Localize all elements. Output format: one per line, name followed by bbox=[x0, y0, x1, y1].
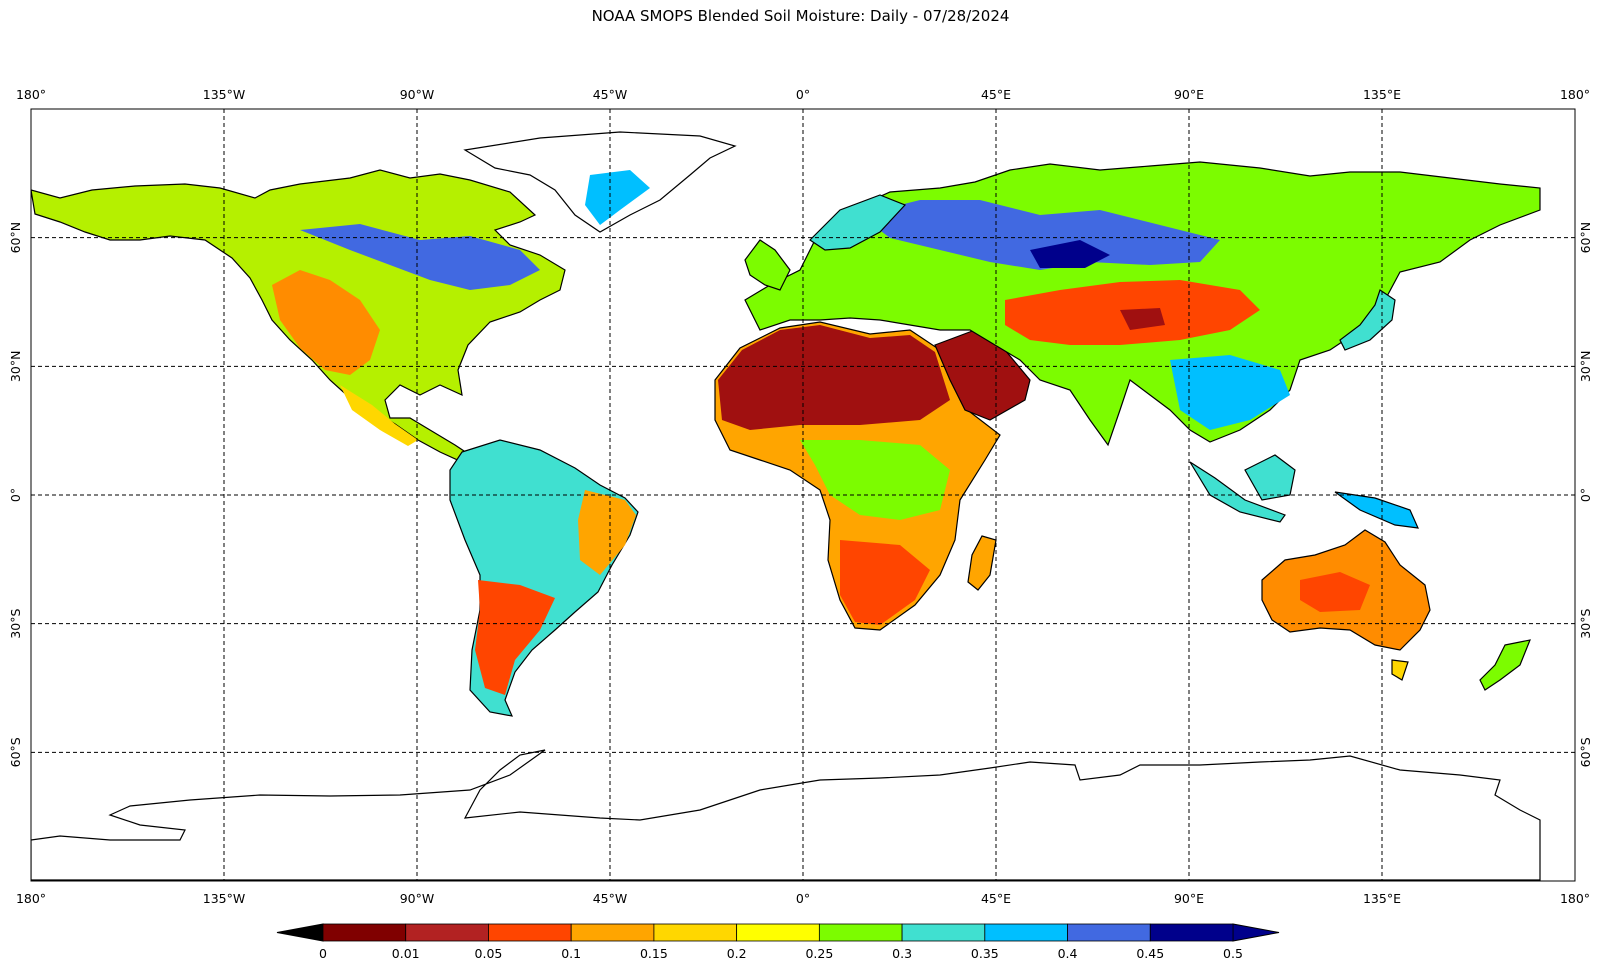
right-latitude-label: 60°S bbox=[1578, 737, 1593, 767]
top-longitude-label: 90°W bbox=[400, 87, 435, 102]
new-zealand-islands bbox=[1479, 639, 1531, 691]
colorbar-tick-label: 0.01 bbox=[392, 946, 420, 961]
colorbar-tick-label: 0.15 bbox=[640, 946, 668, 961]
map-frame bbox=[30, 108, 1576, 882]
borneo-island bbox=[1244, 454, 1296, 501]
colorbar-tick-label: 0.05 bbox=[475, 946, 503, 961]
colorbar-tick-label: 0.5 bbox=[1223, 946, 1243, 961]
colorbar-bin bbox=[1067, 923, 1151, 942]
greenland-coastal-moisture bbox=[585, 170, 650, 225]
bottom-longitude-label: 180° bbox=[16, 891, 46, 906]
siberia-saturated-core bbox=[1030, 240, 1110, 268]
colorbar-bin bbox=[570, 923, 655, 942]
top-longitude-label: 90°E bbox=[1174, 87, 1204, 102]
north-america-arid-west bbox=[272, 270, 380, 375]
top-longitude-label: 135°E bbox=[1363, 87, 1401, 102]
top-longitude-label: 180° bbox=[1560, 87, 1590, 102]
colorbar: 0 0.01 0.05 0.1 0.15 0.2 0.25 0.3 0.35 0.4 0.45 0.5 bbox=[276, 923, 1280, 961]
land-soil-moisture-layer bbox=[31, 131, 1541, 881]
right-latitude-label: 60°N bbox=[1578, 222, 1593, 254]
south-america-dry-south bbox=[475, 580, 555, 695]
colorbar-bin bbox=[405, 923, 489, 942]
southeast-asia-moist-zone bbox=[1170, 355, 1290, 430]
top-longitude-label: 0° bbox=[796, 87, 810, 102]
antarctica-outline bbox=[31, 749, 1541, 881]
british-isles bbox=[744, 239, 791, 291]
colorbar-tick-label: 0.25 bbox=[805, 946, 833, 961]
colorbar-over-arrow bbox=[1232, 923, 1280, 942]
north-america-wet-east bbox=[300, 224, 540, 290]
colorbar-tick-label: 0.45 bbox=[1136, 946, 1164, 961]
top-longitude-label: 45°W bbox=[593, 87, 628, 102]
top-longitude-label: 135°W bbox=[203, 87, 245, 102]
map-title: NOAA SMOPS Blended Soil Moisture: Daily … bbox=[591, 7, 1010, 25]
central-america-landmass bbox=[340, 385, 418, 446]
right-latitude-label: 30°S bbox=[1578, 609, 1593, 639]
bottom-longitude-label: 90°W bbox=[400, 891, 435, 906]
left-latitude-label: 30°S bbox=[8, 609, 23, 639]
bottom-longitude-label: 45°W bbox=[593, 891, 628, 906]
madagascar-island bbox=[967, 535, 997, 591]
sahara-dry-zone bbox=[718, 325, 950, 430]
colorbar-bin bbox=[984, 923, 1068, 942]
top-longitude-label: 45°E bbox=[981, 87, 1011, 102]
axis-labels: 180° 180° 135°W 135°W 90°W 90°W 45°W 45°W 0° 0° 45… bbox=[8, 87, 1593, 906]
central-africa-moist-zone bbox=[800, 440, 950, 520]
left-latitude-label: 30°N bbox=[8, 351, 23, 383]
bottom-longitude-label: 135°E bbox=[1363, 891, 1401, 906]
australia-dry-core bbox=[1300, 572, 1370, 612]
colorbar-bin bbox=[322, 923, 407, 942]
sumatra-java-islands bbox=[1189, 461, 1286, 523]
left-latitude-label: 60°S bbox=[8, 737, 23, 767]
colorbar-tick-label: 0 bbox=[319, 946, 327, 961]
colorbar-tick-label: 0.35 bbox=[971, 946, 999, 961]
bottom-longitude-label: 45°E bbox=[981, 891, 1011, 906]
graticule bbox=[31, 109, 1575, 881]
colorbar-tick-label: 0.1 bbox=[561, 946, 581, 961]
colorbar-tick-label: 0.3 bbox=[892, 946, 912, 961]
south-america-dry-east bbox=[578, 490, 636, 575]
colorbar-bin bbox=[488, 923, 572, 942]
colorbar-tick-label: 0.4 bbox=[1058, 946, 1078, 961]
left-latitude-label: 0° bbox=[8, 488, 23, 502]
siberia-wet-zone bbox=[860, 200, 1220, 270]
colorbar-bin bbox=[901, 923, 986, 942]
scandinavia-landmass bbox=[809, 194, 907, 251]
colorbar-under-arrow bbox=[276, 923, 324, 942]
colorbar-bin bbox=[818, 923, 903, 942]
tasmania-island bbox=[1391, 659, 1409, 681]
southern-africa-dry-zone bbox=[840, 540, 930, 625]
colorbar-tick-label: 0.2 bbox=[727, 946, 747, 961]
bottom-longitude-label: 135°W bbox=[203, 891, 245, 906]
colorbar-bin bbox=[653, 923, 738, 942]
japan-islands bbox=[1339, 289, 1396, 351]
left-latitude-label: 60°N bbox=[8, 222, 23, 254]
bottom-longitude-label: 0° bbox=[796, 891, 810, 906]
top-longitude-label: 180° bbox=[16, 87, 46, 102]
colorbar-bin bbox=[736, 923, 820, 942]
tarim-gobi-very-dry bbox=[1120, 308, 1165, 330]
colorbar-bin bbox=[1149, 923, 1234, 942]
bottom-longitude-label: 180° bbox=[1560, 891, 1590, 906]
bottom-longitude-label: 90°E bbox=[1174, 891, 1204, 906]
right-latitude-label: 0° bbox=[1578, 488, 1593, 502]
right-latitude-label: 30°N bbox=[1578, 351, 1593, 383]
new-guinea-island bbox=[1334, 491, 1419, 529]
